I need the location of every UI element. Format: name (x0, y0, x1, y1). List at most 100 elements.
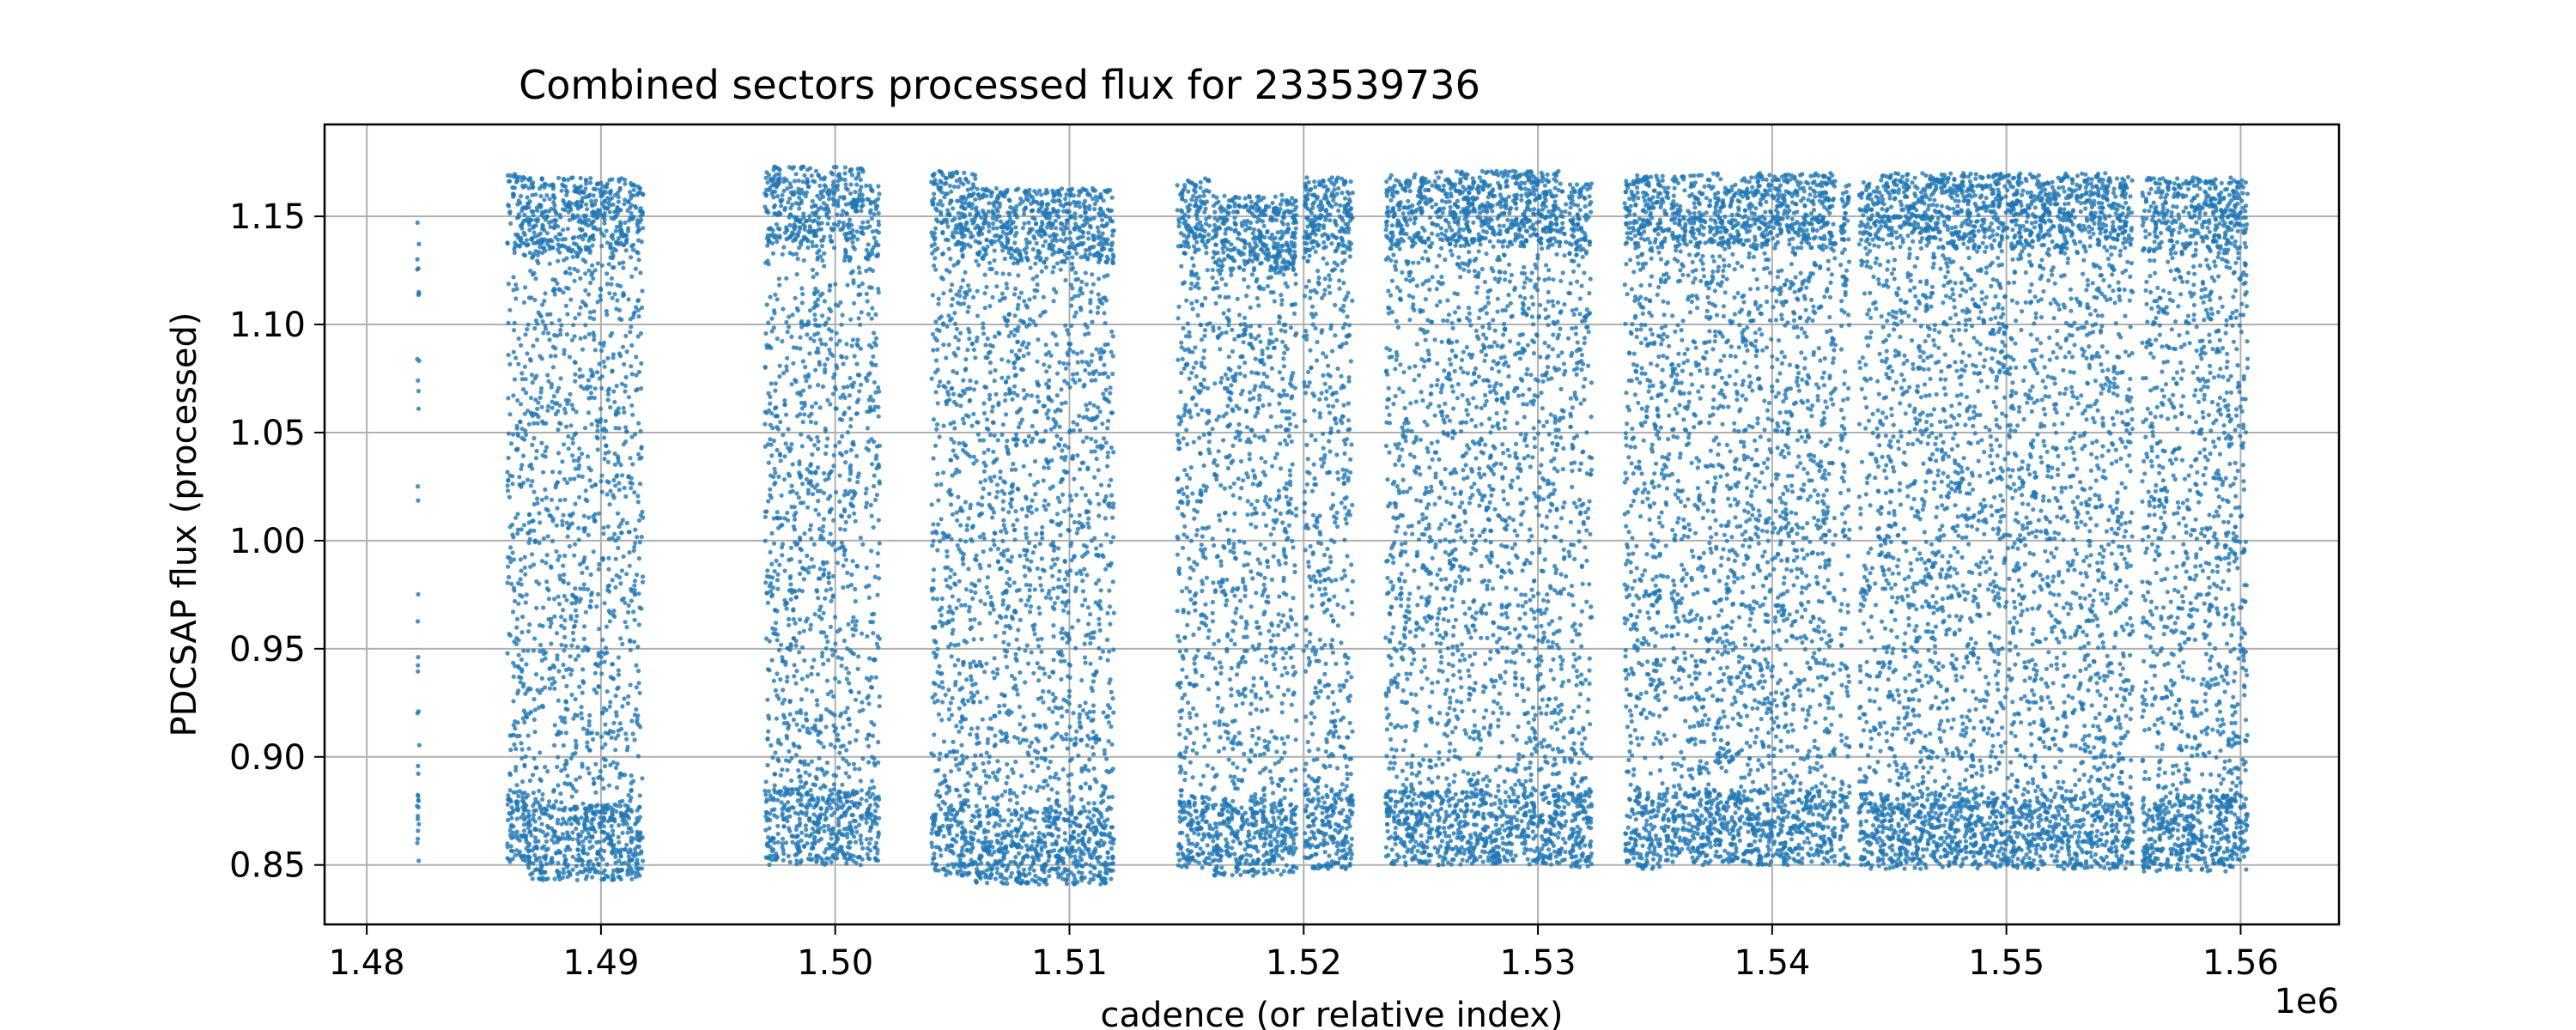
data-point (762, 514, 769, 519)
data-point (522, 719, 527, 725)
data-point (833, 676, 838, 682)
data-point (1030, 839, 1036, 844)
data-point (528, 217, 533, 222)
data-point (774, 558, 779, 564)
data-point (610, 872, 616, 877)
data-point (775, 572, 781, 577)
data-point (543, 326, 549, 331)
data-point (793, 379, 799, 385)
data-point (845, 238, 850, 243)
data-point (776, 759, 781, 764)
data-point (591, 330, 596, 336)
data-point (937, 663, 942, 669)
data-point (843, 557, 849, 562)
data-point (807, 351, 812, 356)
data-point (560, 523, 565, 528)
data-point (939, 212, 944, 217)
data-point (568, 672, 574, 677)
data-point (526, 185, 532, 191)
data-point (613, 411, 618, 416)
data-point (550, 365, 556, 370)
data-point (949, 567, 954, 573)
data-point (960, 252, 965, 258)
data-point (596, 566, 601, 572)
data-point (821, 561, 826, 566)
data-point (579, 203, 584, 209)
data-point (853, 599, 858, 604)
data-point (782, 398, 787, 403)
data-point (950, 282, 955, 288)
data-point (545, 373, 550, 378)
data-point (590, 234, 595, 239)
data-point (518, 193, 524, 199)
data-point (963, 500, 968, 505)
data-point (787, 616, 792, 622)
data-point (858, 225, 864, 230)
data-point (590, 214, 596, 219)
data-point (941, 291, 946, 296)
data-point (968, 378, 973, 384)
data-point (559, 323, 564, 328)
data-point (798, 390, 803, 395)
data-point (944, 791, 950, 796)
data-point (541, 470, 546, 475)
data-point (970, 596, 975, 602)
data-point (934, 327, 940, 332)
data-point (617, 242, 622, 247)
data-point (567, 666, 572, 671)
data-point (939, 170, 944, 175)
data-point (636, 844, 642, 850)
data-point (592, 268, 598, 273)
data-point (813, 783, 818, 788)
data-point (534, 845, 539, 851)
data-point (615, 298, 620, 303)
data-point (415, 711, 420, 716)
data-point (792, 512, 797, 518)
data-point (798, 559, 803, 564)
data-point (842, 165, 848, 170)
data-point (513, 799, 519, 804)
data-point (937, 757, 942, 762)
data-point (817, 248, 822, 253)
data-point (869, 216, 875, 221)
data-point (774, 716, 780, 721)
data-point (573, 738, 579, 743)
data-point (589, 730, 595, 736)
data-point (620, 233, 626, 239)
data-point (584, 181, 589, 186)
data-point (559, 768, 564, 773)
data-point (526, 295, 532, 300)
data-point (613, 860, 618, 865)
data-point (787, 181, 793, 186)
data-point (561, 675, 566, 680)
data-point (549, 641, 554, 646)
data-point (563, 758, 569, 764)
data-point (865, 695, 870, 700)
data-point (570, 254, 575, 259)
data-point (961, 182, 966, 187)
data-point (532, 730, 538, 735)
data-point (592, 687, 597, 693)
data-point (874, 453, 879, 458)
data-point (816, 383, 821, 388)
data-point (416, 836, 421, 841)
data-point (595, 423, 600, 428)
data-point (626, 826, 631, 831)
data-point (967, 841, 972, 846)
data-point (854, 203, 859, 209)
data-point (805, 553, 810, 559)
data-point (809, 759, 815, 764)
data-point (834, 802, 839, 807)
data-point (416, 821, 422, 827)
data-point (929, 751, 934, 756)
data-point (588, 604, 593, 609)
data-point (768, 487, 773, 492)
data-point (526, 848, 532, 853)
data-point (534, 448, 539, 453)
data-point (960, 760, 965, 766)
data-point (632, 870, 637, 876)
data-point (957, 215, 963, 221)
data-point (636, 451, 641, 457)
data-point (586, 378, 592, 383)
data-point (539, 440, 544, 445)
